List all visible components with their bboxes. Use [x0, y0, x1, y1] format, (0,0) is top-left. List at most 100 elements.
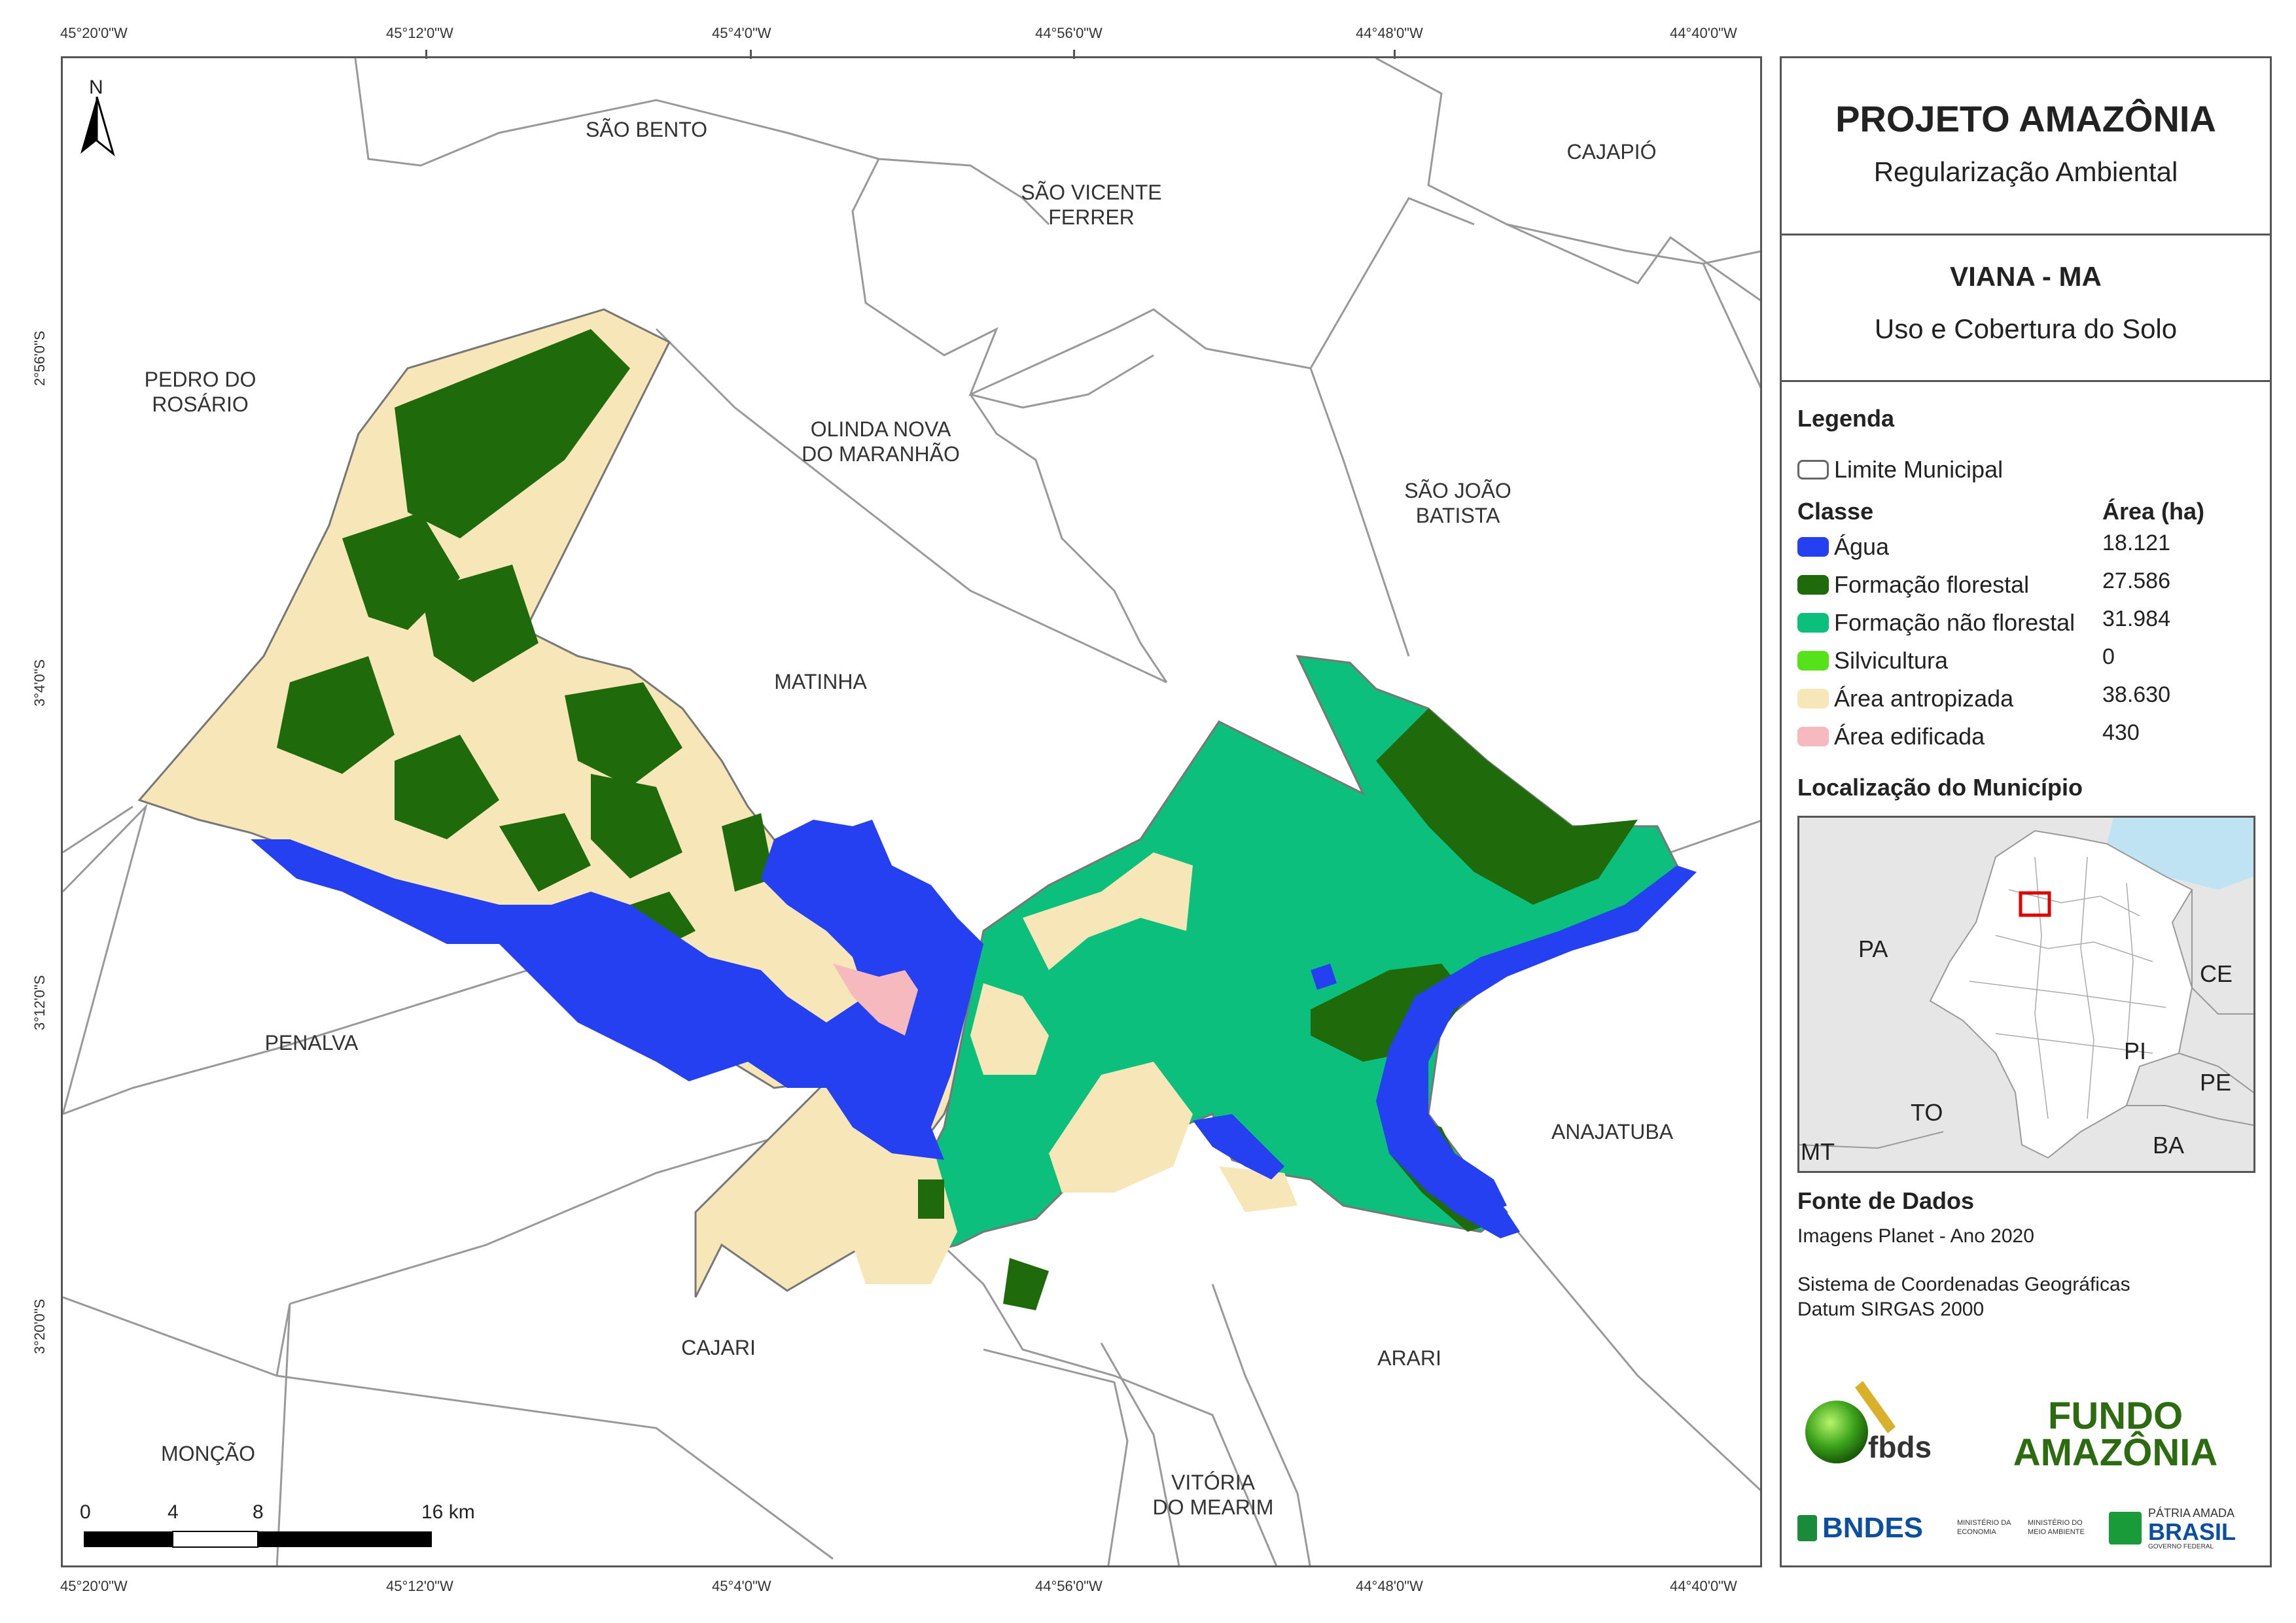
inset-location-marker — [2019, 891, 2051, 917]
label-penalva: PENALVA — [264, 1031, 359, 1055]
bndes-text: BNDES — [1822, 1512, 1924, 1544]
brasil-flag-icon — [2109, 1512, 2142, 1544]
area-agua: 18.121 — [2102, 531, 2170, 555]
inset-label-pe: PE — [2200, 1069, 2232, 1096]
coord-top-1: 45°20'0"W — [60, 25, 128, 41]
legend-class-5: Área antropizada — [1797, 685, 2013, 712]
class-label: Área antropizada — [1834, 685, 2014, 712]
min-meio-ambiente: MINISTÉRIO DO MEIO AMBIENTE — [2028, 1519, 2085, 1536]
coord-top-4: 44°56'0"W — [1035, 25, 1103, 41]
north-label: N — [89, 77, 103, 98]
label-sao-vicente: SÃO VICENTE FERRER — [1021, 181, 1162, 229]
coord-top-2: 45°12'0"W — [386, 25, 453, 41]
scale-bar — [84, 1531, 432, 1548]
legend-class-3: Formação não florestal — [1797, 609, 2075, 637]
amazonia-text: AMAZÔNIA — [2013, 1431, 2218, 1474]
map-canvas[interactable] — [63, 58, 1762, 1567]
label-vitoria: VITÓRIA DO MEARIM — [1152, 1471, 1274, 1519]
label-sao-joao: SÃO JOÃO BATISTA — [1404, 479, 1511, 527]
crs-line-1: Sistema de Coordenadas Geográficas — [1797, 1274, 2130, 1295]
swatch-silvicultura — [1797, 651, 1829, 671]
gov-brasil-logo: PÁTRIA AMADA BRASIL GOVERNO FEDERAL — [2109, 1507, 2259, 1552]
inset-label-ba: BA — [2153, 1132, 2185, 1159]
patria-text: PÁTRIA AMADA — [2148, 1507, 2235, 1520]
gov-text: GOVERNO FEDERAL — [2148, 1543, 2214, 1550]
source-title: Fonte de Dados — [1797, 1187, 1975, 1214]
label-cajapio: CAJAPIÓ — [1566, 140, 1657, 164]
scale-label-4: 4 — [168, 1501, 179, 1523]
fbds-logo: fbds — [1797, 1374, 1968, 1466]
coord-left-4: 3°20'0"S — [31, 1299, 48, 1354]
viana-landcover — [137, 308, 1697, 1310]
legend-class-1: Água — [1797, 533, 1889, 561]
swatch-nao-florestal — [1797, 613, 1829, 633]
inset-label-pa: PA — [1858, 935, 1888, 962]
label-sao-bento: SÃO BENTO — [585, 118, 708, 141]
min-economia: MINISTÉRIO DA ECONOMIA — [1957, 1519, 2011, 1536]
swatch-edificada — [1797, 727, 1829, 746]
coord-top-5: 44°48'0"W — [1356, 25, 1423, 41]
coord-left-1: 2°56'0"S — [31, 330, 48, 386]
panel-subtitle: Regularização Ambiental — [1873, 156, 2178, 187]
inset-label-to: TO — [1911, 1099, 1943, 1126]
legend-class-6: Área edificada — [1797, 723, 1985, 750]
inset-label-pi: PI — [2124, 1038, 2147, 1064]
coord-left-3: 3°12'0"S — [31, 975, 48, 1030]
area-edificada: 430 — [2102, 720, 2140, 745]
scale-label-16: 16 km — [421, 1501, 475, 1523]
area-antropizada: 38.630 — [2102, 682, 2170, 707]
inset-label-mt: MT — [1801, 1138, 1835, 1165]
coord-top-6: 44°40'0"W — [1670, 25, 1737, 41]
panel-title: PROJETO AMAZÔNIA — [1835, 98, 2216, 139]
bndes-mark-icon — [1797, 1515, 1817, 1541]
label-cajari: CAJARI — [681, 1336, 756, 1359]
legend-boundary: Limite Municipal — [1797, 456, 2003, 483]
class-label: Silvicultura — [1834, 647, 1949, 674]
label-moncao: MONÇÃO — [161, 1442, 255, 1465]
label-pedro-rosario: PEDRO DO ROSÁRIO — [144, 368, 256, 416]
north-arrow-icon — [80, 96, 115, 157]
area-floresta: 27.586 — [2102, 568, 2170, 593]
swatch-floresta — [1797, 575, 1829, 595]
legend-class-4: Silvicultura — [1797, 647, 1948, 674]
source-line: Imagens Planet - Ano 2020 — [1797, 1225, 2034, 1247]
coord-bottom-3: 45°4'0"W — [712, 1578, 771, 1594]
inset-label-ce: CE — [2200, 960, 2233, 987]
area-nao-florestal: 31.984 — [2102, 606, 2170, 631]
coord-bottom-5: 44°48'0"W — [1356, 1578, 1423, 1594]
swatch-agua — [1797, 537, 1829, 557]
area-silvicultura: 0 — [2102, 644, 2115, 669]
fundo-amazonia-logo: FUNDO AMAZÔNIA — [1978, 1395, 2253, 1474]
legend-class-2: Formação florestal — [1797, 571, 2029, 599]
fbds-text: fbds — [1868, 1430, 1932, 1464]
coord-left-2: 3°4'0"S — [31, 659, 48, 707]
brasil-text: BRASIL — [2148, 1518, 2236, 1545]
info-panel: PROJETO AMAZÔNIA Regularização Ambiental… — [1780, 56, 2272, 1567]
label-olinda: OLINDA NOVA DO MARANHÃO — [802, 417, 960, 466]
legend-title: Legenda — [1797, 405, 1895, 432]
coord-bottom-2: 45°12'0"W — [386, 1578, 453, 1594]
label-anajatuba: ANAJATUBA — [1551, 1120, 1674, 1143]
area-header: Área (ha) — [2102, 498, 2205, 525]
coord-bottom-4: 44°56'0"W — [1035, 1578, 1103, 1594]
boundary-swatch — [1797, 460, 1829, 480]
scale-label-8: 8 — [253, 1501, 264, 1523]
municipal-boundaries — [63, 58, 1760, 1565]
label-matinha: MATINHA — [774, 670, 867, 693]
class-label: Formação não florestal — [1834, 609, 2075, 636]
class-label: Formação florestal — [1834, 571, 2030, 598]
map-frame[interactable]: N SÃO BENTO SÃO VICENTE FERRER CAJAPIÓ P… — [61, 56, 1762, 1567]
bndes-logo: BNDES — [1797, 1512, 1923, 1544]
panel-place: VIANA - MA — [1950, 261, 2102, 292]
panel-theme: Uso e Cobertura do Solo — [1874, 313, 2178, 344]
inset-map[interactable]: PA CE PI TO PE BA MT — [1797, 816, 2255, 1173]
fundo-text: FUNDO — [2047, 1395, 2183, 1437]
class-header: Classe — [1797, 498, 1874, 525]
crs-line-2: Datum SIRGAS 2000 — [1797, 1299, 1985, 1320]
location-title: Localização do Município — [1797, 774, 2083, 801]
coord-bottom-6: 44°40'0"W — [1670, 1578, 1737, 1594]
boundary-label: Limite Municipal — [1834, 456, 2004, 483]
coord-top-3: 45°4'0"W — [712, 25, 771, 41]
class-label: Área edificada — [1834, 723, 1985, 750]
label-arari: ARARI — [1377, 1346, 1441, 1370]
